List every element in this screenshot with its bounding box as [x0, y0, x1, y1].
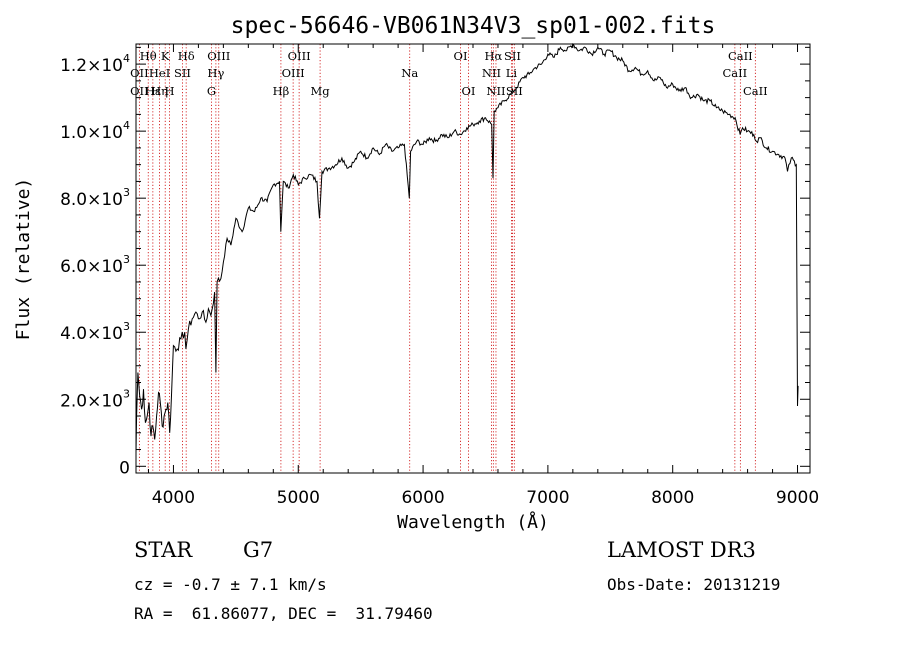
y-tick-label: 1.0×104 [60, 119, 130, 143]
x-tick-label: 7000 [526, 488, 569, 508]
line-label: OII [130, 84, 149, 98]
line-label: OII [130, 66, 149, 80]
plot-frame [135, 43, 811, 474]
line-label: SII [174, 66, 191, 80]
object-subclass: G7 [243, 538, 274, 562]
y-tick-label: 1.2×104 [60, 52, 130, 76]
line-label: CaII [743, 84, 768, 98]
line-label: Na [401, 66, 418, 80]
object-class: STAR [134, 538, 193, 562]
y-tick-label: 8.0×103 [60, 186, 130, 210]
line-label: Hε [145, 84, 161, 98]
spectral-line-markers [138, 44, 756, 473]
y-axis-label: Flux (relative) [13, 178, 34, 341]
line-label: HeI [149, 66, 170, 80]
line-label: OIII [207, 49, 230, 63]
x-tick-label: 8000 [651, 488, 694, 508]
line-label: OI [462, 84, 476, 98]
y-tick-label: 4.0×103 [60, 320, 130, 344]
x-tick-label: 5000 [277, 488, 320, 508]
line-label: H [165, 84, 175, 98]
y-tick-label: 2.0×103 [60, 387, 130, 411]
y-tick-label: 0 [119, 458, 130, 478]
line-label: OIII [282, 66, 305, 80]
line-label: Hη [151, 84, 168, 98]
line-label: NII [486, 84, 505, 98]
survey-name: LAMOST DR3 [607, 538, 756, 562]
line-label: NII [482, 66, 501, 80]
x-axis-ticks: 4000 5000 6000 7000 8000 9000 [147, 44, 819, 508]
x-tick-label: 4000 [152, 488, 195, 508]
line-label: Hα [484, 49, 502, 63]
line-label: G [207, 84, 216, 98]
x-tick-label: 9000 [776, 488, 819, 508]
line-label: SII [504, 49, 521, 63]
chart-title: spec-56646-VB061N34V3_sp01-002.fits [231, 13, 716, 39]
line-label: Mg [311, 84, 331, 98]
ra-dec: RA = 61.86077, DEC = 31.79460 [134, 604, 433, 623]
line-label: K [161, 49, 170, 63]
spectrum-line [135, 42, 799, 453]
line-label: Hγ [207, 66, 224, 80]
x-axis-label: Wavelength (Å) [397, 511, 549, 533]
line-label: CaII [728, 49, 753, 63]
line-label: OI [454, 49, 468, 63]
line-label: Li [506, 66, 518, 80]
y-axis-ticks: 0 2.0×103 4.0×103 6.0×103 8.0×103 1.0×104 1.2×… [60, 46, 810, 478]
redshift-cz: cz = -0.7 ± 7.1 km/s [134, 575, 327, 594]
line-label: Hβ [273, 84, 290, 98]
line-label: OIII [288, 49, 311, 63]
obs-date: Obs-Date: 20131219 [607, 575, 781, 594]
line-label: Hδ [178, 49, 195, 63]
x-tick-label: 6000 [401, 488, 444, 508]
line-label: Hθ [140, 49, 157, 63]
y-tick-label: 6.0×103 [60, 253, 130, 277]
line-label: CaII [722, 66, 747, 80]
